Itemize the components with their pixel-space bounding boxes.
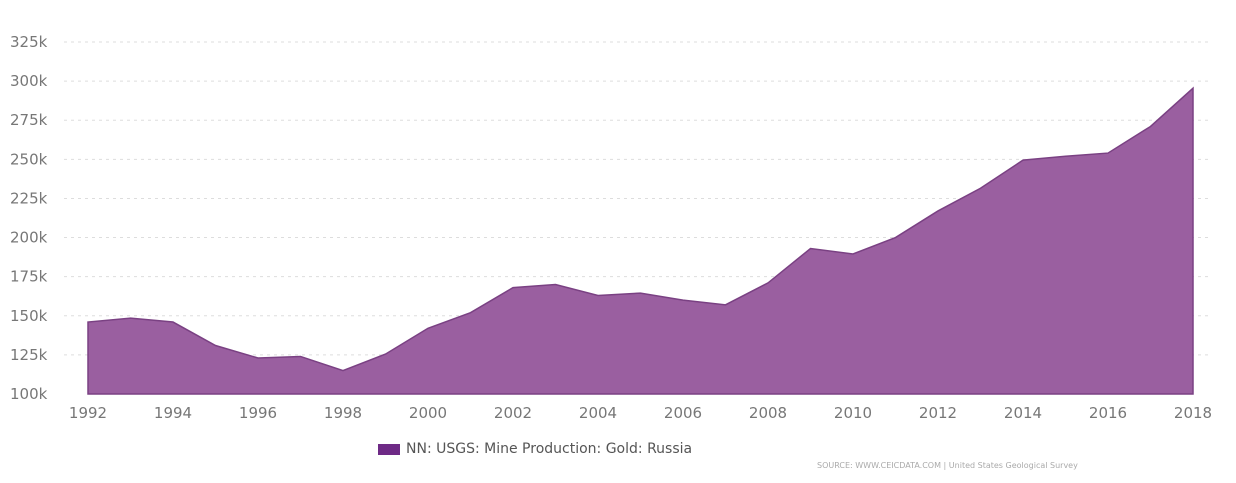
y-tick-label: 100k bbox=[10, 385, 48, 403]
x-tick-label: 2004 bbox=[579, 404, 617, 422]
x-tick-label: 1998 bbox=[324, 404, 362, 422]
x-tick-label: 2010 bbox=[834, 404, 872, 422]
y-tick-label: 275k bbox=[10, 111, 48, 129]
x-tick-label: 2002 bbox=[494, 404, 532, 422]
y-tick-label: 125k bbox=[10, 346, 48, 364]
y-tick-label: 175k bbox=[10, 268, 48, 286]
legend-label: NN: USGS: Mine Production: Gold: Russia bbox=[406, 441, 693, 457]
x-tick-label: 2006 bbox=[664, 404, 702, 422]
y-tick-label: 300k bbox=[10, 72, 48, 90]
y-tick-label: 225k bbox=[10, 189, 48, 207]
x-tick-label: 1996 bbox=[239, 404, 277, 422]
x-tick-label: 2016 bbox=[1089, 404, 1127, 422]
x-tick-label: 2012 bbox=[919, 404, 957, 422]
y-tick-label: 200k bbox=[10, 229, 48, 247]
x-tick-label: 1994 bbox=[154, 404, 192, 422]
y-tick-label: 150k bbox=[10, 307, 48, 325]
y-tick-label: 325k bbox=[10, 33, 48, 51]
series-area bbox=[87, 86, 1194, 395]
x-tick-label: 2008 bbox=[749, 404, 787, 422]
x-tick-label: 2018 bbox=[1174, 404, 1212, 422]
source-note: SOURCE: WWW.CEICDATA.COM | United States… bbox=[817, 461, 1078, 470]
x-tick-label: 1992 bbox=[69, 404, 107, 422]
y-tick-label: 250k bbox=[10, 150, 48, 168]
legend[interactable]: NN: USGS: Mine Production: Gold: Russia bbox=[378, 441, 692, 457]
legend-swatch bbox=[378, 443, 400, 455]
x-tick-label: 2000 bbox=[409, 404, 447, 422]
x-tick-label: 2014 bbox=[1004, 404, 1042, 422]
